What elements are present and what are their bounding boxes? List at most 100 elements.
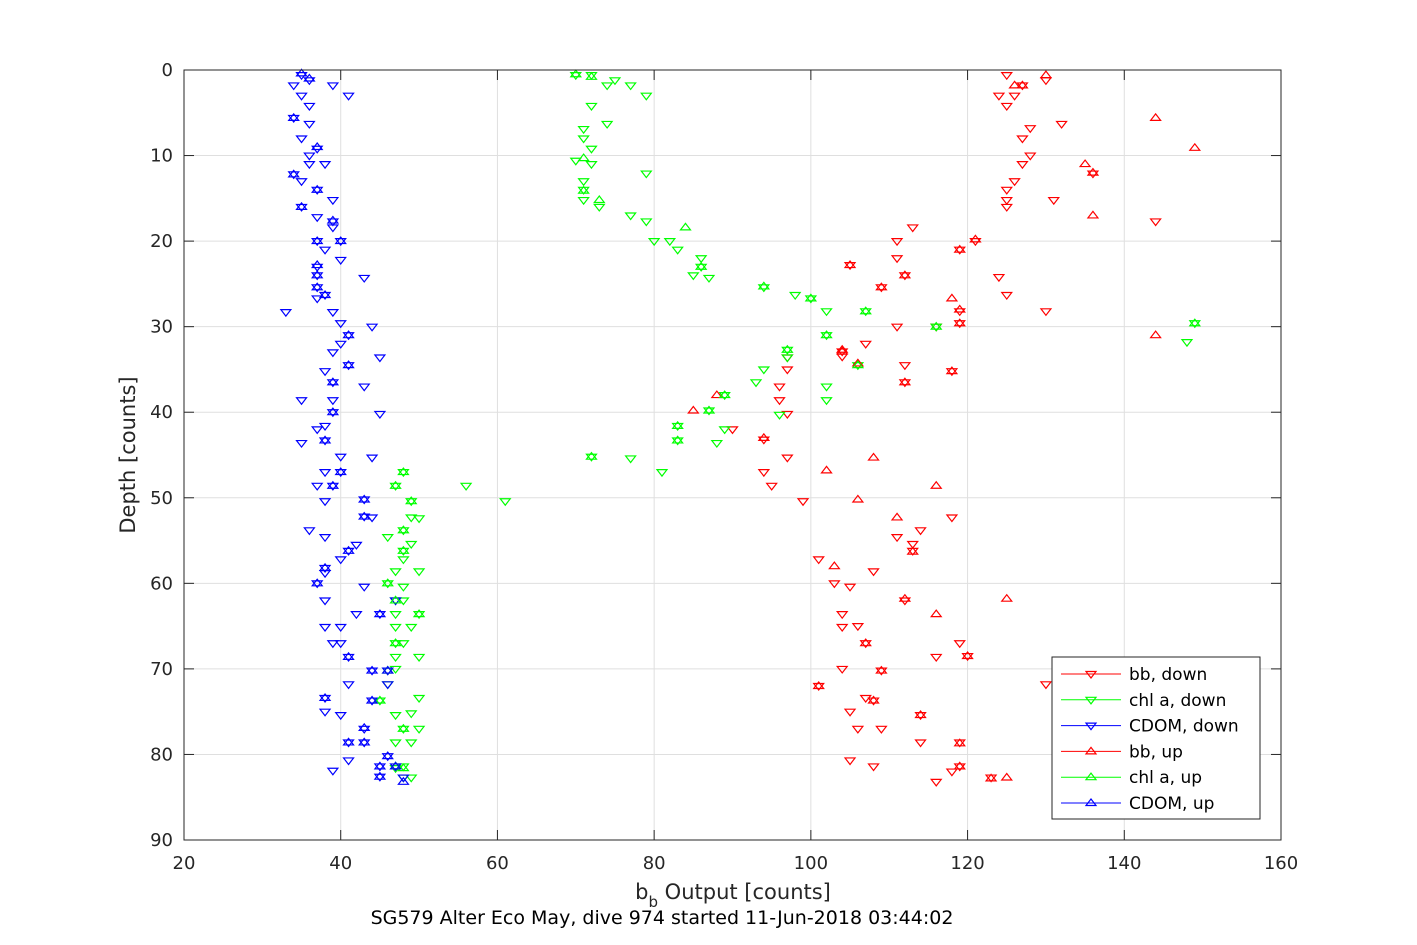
data-point [381,578,394,587]
data-point [859,308,872,317]
data-point [702,407,716,416]
data-point [405,774,418,783]
data-point [342,92,355,101]
data-point [342,653,355,662]
data-point [326,640,340,649]
data-point [318,623,332,633]
data-point [373,761,387,770]
data-point [358,583,371,592]
data-point [389,568,402,577]
y-tick-label: 0 [162,60,173,81]
data-point [318,469,332,478]
data-point [342,737,355,746]
data-point [326,218,340,227]
data-point [843,583,857,592]
data-point [326,409,340,418]
data-point [828,580,841,589]
data-point [358,513,371,522]
data-point [412,515,426,524]
data-point [687,405,700,414]
y-tick-label: 30 [150,317,173,338]
data-point [577,185,590,194]
data-point [334,469,347,478]
data-point [1000,196,1013,206]
data-point [757,469,771,478]
data-point [405,514,418,523]
data-point [310,578,324,587]
data-point [389,480,402,489]
legend-label: chl a, down [1129,691,1226,711]
data-point [945,368,959,377]
data-point [295,178,308,187]
data-point [945,768,959,777]
data-point [890,512,904,521]
data-point [898,593,912,602]
data-point [397,725,410,734]
data-point [671,246,684,255]
data-point [381,665,394,674]
data-point [1016,135,1029,144]
data-point [906,224,919,233]
data-point [334,256,347,265]
data-point [389,665,402,674]
data-point [875,667,888,676]
data-point [710,390,724,399]
data-point [914,527,927,536]
legend-label: bb, down [1129,665,1207,685]
data-point [930,609,943,618]
data-point [859,340,872,349]
data-point [1078,159,1092,168]
data-point [303,152,316,161]
data-point [585,102,598,111]
data-point [898,272,912,281]
data-point [389,739,402,748]
legend-entry: CDOM, up [1061,794,1214,814]
data-point [310,580,324,589]
x-axis-label-main: b [635,880,648,904]
data-point [820,397,833,406]
data-point [389,623,402,633]
data-point [593,203,606,212]
data-point [820,308,833,317]
data-point [405,540,418,550]
data-point [326,82,340,91]
series-cdom-up [287,68,410,785]
data-point [365,697,379,706]
legend-marker [1084,746,1098,755]
y-tick-label: 40 [150,402,173,423]
data-point [694,255,708,264]
data-point [624,212,637,221]
data-point [389,482,402,491]
data-point [1000,72,1013,81]
data-point [412,609,426,618]
data-point [765,482,778,491]
data-point [890,255,904,264]
data-point [326,480,340,489]
data-point [310,214,324,223]
data-point [1000,593,1013,602]
data-point [373,695,387,704]
data-point [287,82,300,91]
data-point [310,186,324,195]
data-point [1047,196,1060,206]
data-point [1180,338,1194,348]
data-point [326,407,340,416]
data-point [381,534,394,543]
data-point [318,708,332,717]
data-point [600,82,614,91]
data-point [358,496,371,505]
data-point [397,469,410,478]
data-point [953,246,966,255]
data-point [295,439,308,449]
legend-marker [1084,670,1098,680]
y-tick-label: 80 [150,744,173,765]
data-point [663,238,677,247]
data-point [373,771,387,780]
data-point [310,282,324,291]
data-point [961,651,974,660]
data-point [365,695,379,704]
data-point [373,697,387,706]
data-point [358,737,371,746]
data-point [1039,681,1053,690]
x-tick-label: 120 [950,853,984,874]
